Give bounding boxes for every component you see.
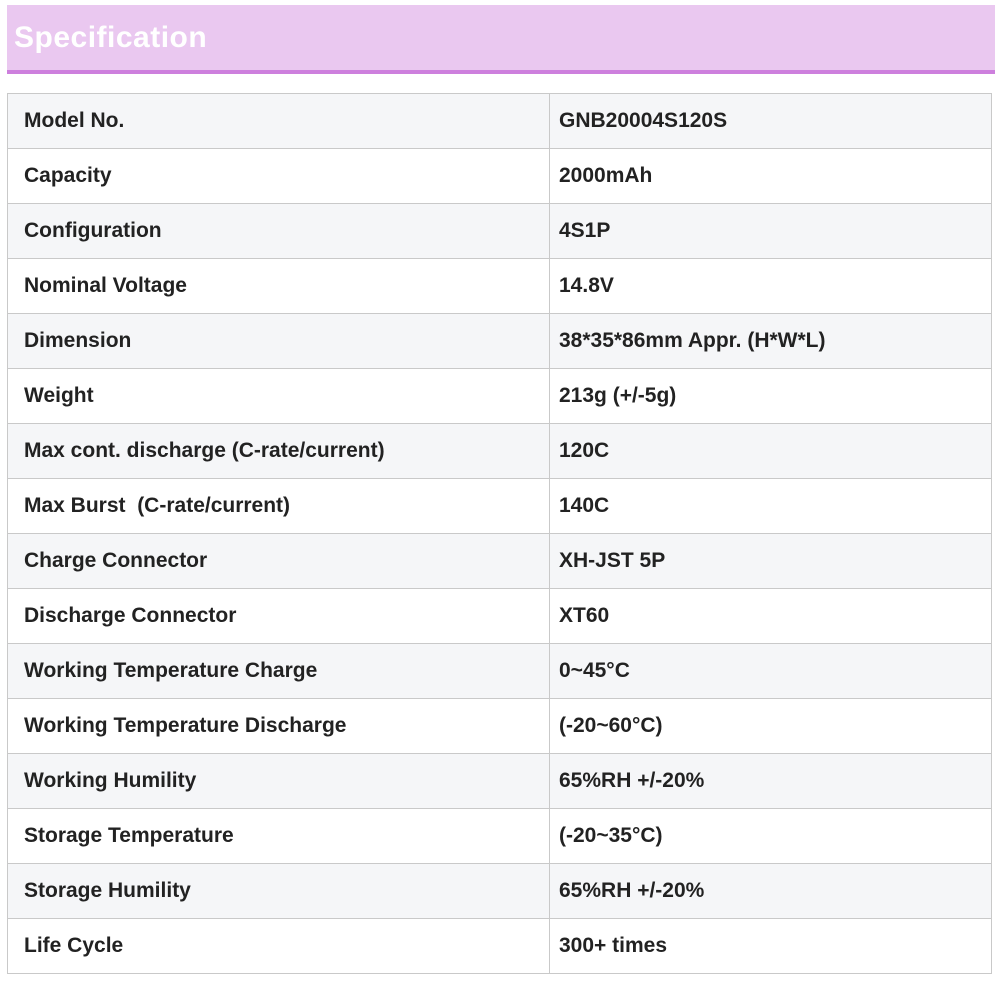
spec-row: Max Burst (C-rate/current) 140C (7, 478, 992, 534)
spec-row: Charge Connector XH-JST 5P (7, 533, 992, 589)
spec-label: Weight (7, 368, 550, 424)
spec-value: XH-JST 5P (549, 533, 992, 589)
section-header: Specification (7, 5, 995, 74)
spec-label: Dimension (7, 313, 550, 369)
spec-value: 140C (549, 478, 992, 534)
spec-value: GNB20004S120S (549, 93, 992, 149)
spec-row: Storage Humility 65%RH +/-20% (7, 863, 992, 919)
spec-table-body: Model No. GNB20004S120S Capacity 2000mAh Con… (7, 93, 992, 974)
page-title: Specification (14, 20, 208, 54)
spec-label: Configuration (7, 203, 550, 259)
spec-value: 2000mAh (549, 148, 992, 204)
spec-label: Working Temperature Charge (7, 643, 550, 699)
spec-row: Configuration 4S1P (7, 203, 992, 259)
spec-row: Working Humility 65%RH +/-20% (7, 753, 992, 809)
spec-label: Storage Humility (7, 863, 550, 919)
spec-label: Discharge Connector (7, 588, 550, 644)
spec-value: 65%RH +/-20% (549, 753, 992, 809)
spec-label: Capacity (7, 148, 550, 204)
spec-row: Weight 213g (+/-5g) (7, 368, 992, 424)
spec-row: Max cont. discharge (C-rate/current) 120C (7, 423, 992, 479)
spec-value: 300+ times (549, 918, 992, 974)
spec-row: Working Temperature Discharge (-20~60°C) (7, 698, 992, 754)
spec-table: Model No. GNB20004S120S Capacity 2000mAh Con… (7, 93, 992, 974)
spec-value: 120C (549, 423, 992, 479)
spec-label: Life Cycle (7, 918, 550, 974)
spec-row: Model No. GNB20004S120S (7, 93, 992, 149)
spec-label: Max Burst (C-rate/current) (7, 478, 550, 534)
spec-label: Working Temperature Discharge (7, 698, 550, 754)
spec-value: 4S1P (549, 203, 992, 259)
spec-value: (-20~60°C) (549, 698, 992, 754)
spec-value: 14.8V (549, 258, 992, 314)
spec-row: Life Cycle 300+ times (7, 918, 992, 974)
spec-label: Nominal Voltage (7, 258, 550, 314)
spec-row: Nominal Voltage 14.8V (7, 258, 992, 314)
spec-label: Storage Temperature (7, 808, 550, 864)
spec-row: Storage Temperature (-20~35°C) (7, 808, 992, 864)
spec-row: Working Temperature Charge 0~45°C (7, 643, 992, 699)
spec-label: Model No. (7, 93, 550, 149)
spec-label: Working Humility (7, 753, 550, 809)
spec-value: 38*35*86mm Appr. (H*W*L) (549, 313, 992, 369)
spec-value: 65%RH +/-20% (549, 863, 992, 919)
spec-label: Charge Connector (7, 533, 550, 589)
spec-row: Capacity 2000mAh (7, 148, 992, 204)
spec-value: XT60 (549, 588, 992, 644)
spec-value: 213g (+/-5g) (549, 368, 992, 424)
spec-row: Discharge Connector XT60 (7, 588, 992, 644)
spec-value: (-20~35°C) (549, 808, 992, 864)
spec-value: 0~45°C (549, 643, 992, 699)
spec-row: Dimension 38*35*86mm Appr. (H*W*L) (7, 313, 992, 369)
spec-label: Max cont. discharge (C-rate/current) (7, 423, 550, 479)
